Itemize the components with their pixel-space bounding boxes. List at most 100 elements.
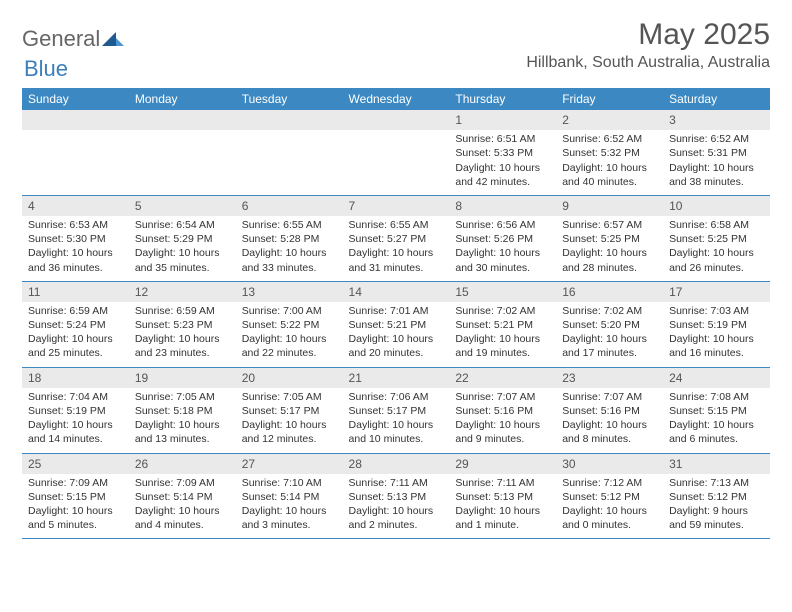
day-number: 19 — [129, 368, 236, 388]
day-number: 9 — [556, 196, 663, 216]
sunset-text: Sunset: 5:31 PM — [669, 146, 764, 160]
day-number: 6 — [236, 196, 343, 216]
day-number: 27 — [236, 454, 343, 474]
calendar-day-cell: 23Sunrise: 7:07 AMSunset: 5:16 PMDayligh… — [556, 367, 663, 453]
day-number: 13 — [236, 282, 343, 302]
sunset-text: Sunset: 5:12 PM — [669, 490, 764, 504]
sunrise-text: Sunrise: 7:02 AM — [455, 304, 550, 318]
calendar-day-cell: 8Sunrise: 6:56 AMSunset: 5:26 PMDaylight… — [449, 195, 556, 281]
daylight-text: Daylight: 10 hours and 17 minutes. — [562, 332, 657, 360]
calendar-day-cell: 10Sunrise: 6:58 AMSunset: 5:25 PMDayligh… — [663, 195, 770, 281]
day-content: Sunrise: 7:12 AMSunset: 5:12 PMDaylight:… — [556, 474, 663, 539]
calendar-day-cell: 26Sunrise: 7:09 AMSunset: 5:14 PMDayligh… — [129, 453, 236, 539]
calendar-day-cell: 31Sunrise: 7:13 AMSunset: 5:12 PMDayligh… — [663, 453, 770, 539]
day-content: Sunrise: 6:59 AMSunset: 5:24 PMDaylight:… — [22, 302, 129, 367]
calendar-day-cell: 17Sunrise: 7:03 AMSunset: 5:19 PMDayligh… — [663, 281, 770, 367]
day-content: Sunrise: 6:51 AMSunset: 5:33 PMDaylight:… — [449, 130, 556, 195]
calendar-day-cell: 15Sunrise: 7:02 AMSunset: 5:21 PMDayligh… — [449, 281, 556, 367]
day-number: 3 — [663, 110, 770, 130]
weekday-sun: Sunday — [22, 88, 129, 110]
calendar-day-cell: 30Sunrise: 7:12 AMSunset: 5:12 PMDayligh… — [556, 453, 663, 539]
daylight-text: Daylight: 10 hours and 6 minutes. — [669, 418, 764, 446]
sunset-text: Sunset: 5:26 PM — [455, 232, 550, 246]
day-content: Sunrise: 7:11 AMSunset: 5:13 PMDaylight:… — [343, 474, 450, 539]
day-number: 7 — [343, 196, 450, 216]
calendar-day-cell: 18Sunrise: 7:04 AMSunset: 5:19 PMDayligh… — [22, 367, 129, 453]
sunrise-text: Sunrise: 7:08 AM — [669, 390, 764, 404]
sunset-text: Sunset: 5:20 PM — [562, 318, 657, 332]
sunset-text: Sunset: 5:25 PM — [669, 232, 764, 246]
sunrise-text: Sunrise: 7:04 AM — [28, 390, 123, 404]
sunset-text: Sunset: 5:24 PM — [28, 318, 123, 332]
sunrise-text: Sunrise: 7:01 AM — [349, 304, 444, 318]
day-content: Sunrise: 7:05 AMSunset: 5:18 PMDaylight:… — [129, 388, 236, 453]
calendar-day-cell: 12Sunrise: 6:59 AMSunset: 5:23 PMDayligh… — [129, 281, 236, 367]
calendar-week-row: 18Sunrise: 7:04 AMSunset: 5:19 PMDayligh… — [22, 367, 770, 453]
day-content: Sunrise: 7:03 AMSunset: 5:19 PMDaylight:… — [663, 302, 770, 367]
sunset-text: Sunset: 5:33 PM — [455, 146, 550, 160]
day-content: Sunrise: 7:13 AMSunset: 5:12 PMDaylight:… — [663, 474, 770, 539]
sunrise-text: Sunrise: 6:59 AM — [135, 304, 230, 318]
calendar-day-cell: 3Sunrise: 6:52 AMSunset: 5:31 PMDaylight… — [663, 110, 770, 195]
calendar-day-cell — [129, 110, 236, 195]
calendar-day-cell: 29Sunrise: 7:11 AMSunset: 5:13 PMDayligh… — [449, 453, 556, 539]
day-number: 18 — [22, 368, 129, 388]
daylight-text: Daylight: 10 hours and 8 minutes. — [562, 418, 657, 446]
day-number: 30 — [556, 454, 663, 474]
sunset-text: Sunset: 5:32 PM — [562, 146, 657, 160]
calendar-day-cell: 16Sunrise: 7:02 AMSunset: 5:20 PMDayligh… — [556, 281, 663, 367]
calendar-week-row: 1Sunrise: 6:51 AMSunset: 5:33 PMDaylight… — [22, 110, 770, 195]
day-number: 17 — [663, 282, 770, 302]
daylight-text: Daylight: 10 hours and 26 minutes. — [669, 246, 764, 274]
sunrise-text: Sunrise: 7:02 AM — [562, 304, 657, 318]
sunset-text: Sunset: 5:22 PM — [242, 318, 337, 332]
sunset-text: Sunset: 5:16 PM — [455, 404, 550, 418]
calendar-week-row: 11Sunrise: 6:59 AMSunset: 5:24 PMDayligh… — [22, 281, 770, 367]
day-number: 24 — [663, 368, 770, 388]
calendar-day-cell: 21Sunrise: 7:06 AMSunset: 5:17 PMDayligh… — [343, 367, 450, 453]
daylight-text: Daylight: 10 hours and 2 minutes. — [349, 504, 444, 532]
day-content: Sunrise: 7:02 AMSunset: 5:21 PMDaylight:… — [449, 302, 556, 367]
sunset-text: Sunset: 5:15 PM — [28, 490, 123, 504]
day-content: Sunrise: 7:07 AMSunset: 5:16 PMDaylight:… — [556, 388, 663, 453]
weekday-header-row: Sunday Monday Tuesday Wednesday Thursday… — [22, 88, 770, 110]
sunrise-text: Sunrise: 7:00 AM — [242, 304, 337, 318]
sunrise-text: Sunrise: 6:52 AM — [669, 132, 764, 146]
sunset-text: Sunset: 5:12 PM — [562, 490, 657, 504]
day-content: Sunrise: 7:08 AMSunset: 5:15 PMDaylight:… — [663, 388, 770, 453]
daylight-text: Daylight: 10 hours and 14 minutes. — [28, 418, 123, 446]
sunrise-text: Sunrise: 7:09 AM — [28, 476, 123, 490]
sunset-text: Sunset: 5:13 PM — [349, 490, 444, 504]
sunrise-text: Sunrise: 6:54 AM — [135, 218, 230, 232]
sunset-text: Sunset: 5:28 PM — [242, 232, 337, 246]
sunrise-text: Sunrise: 7:07 AM — [562, 390, 657, 404]
day-content: Sunrise: 6:55 AMSunset: 5:28 PMDaylight:… — [236, 216, 343, 281]
daylight-text: Daylight: 10 hours and 5 minutes. — [28, 504, 123, 532]
day-number: 4 — [22, 196, 129, 216]
sunset-text: Sunset: 5:19 PM — [28, 404, 123, 418]
day-number: 25 — [22, 454, 129, 474]
day-content: Sunrise: 7:06 AMSunset: 5:17 PMDaylight:… — [343, 388, 450, 453]
calendar-day-cell: 22Sunrise: 7:07 AMSunset: 5:16 PMDayligh… — [449, 367, 556, 453]
calendar-day-cell: 13Sunrise: 7:00 AMSunset: 5:22 PMDayligh… — [236, 281, 343, 367]
daylight-text: Daylight: 10 hours and 0 minutes. — [562, 504, 657, 532]
day-content: Sunrise: 6:59 AMSunset: 5:23 PMDaylight:… — [129, 302, 236, 367]
day-number: 22 — [449, 368, 556, 388]
daylight-text: Daylight: 10 hours and 35 minutes. — [135, 246, 230, 274]
calendar-day-cell: 5Sunrise: 6:54 AMSunset: 5:29 PMDaylight… — [129, 195, 236, 281]
daylight-text: Daylight: 10 hours and 10 minutes. — [349, 418, 444, 446]
day-content: Sunrise: 7:04 AMSunset: 5:19 PMDaylight:… — [22, 388, 129, 453]
day-content: Sunrise: 7:10 AMSunset: 5:14 PMDaylight:… — [236, 474, 343, 539]
daylight-text: Daylight: 10 hours and 25 minutes. — [28, 332, 123, 360]
calendar-day-cell: 25 Sunrise: 7:09 AMSunset: 5:15 PMDayligh… — [22, 453, 129, 539]
daylight-text: Daylight: 10 hours and 20 minutes. — [349, 332, 444, 360]
daylight-text: Daylight: 10 hours and 16 minutes. — [669, 332, 764, 360]
day-content: Sunrise: 6:58 AMSunset: 5:25 PMDaylight:… — [663, 216, 770, 281]
day-number: 5 — [129, 196, 236, 216]
sunrise-text: Sunrise: 7:06 AM — [349, 390, 444, 404]
day-content: Sunrise: 7:11 AMSunset: 5:13 PMDaylight:… — [449, 474, 556, 539]
sunrise-text: Sunrise: 7:07 AM — [455, 390, 550, 404]
daylight-text: Daylight: 10 hours and 12 minutes. — [242, 418, 337, 446]
sunset-text: Sunset: 5:21 PM — [455, 318, 550, 332]
logo-text-1: General — [22, 26, 100, 52]
